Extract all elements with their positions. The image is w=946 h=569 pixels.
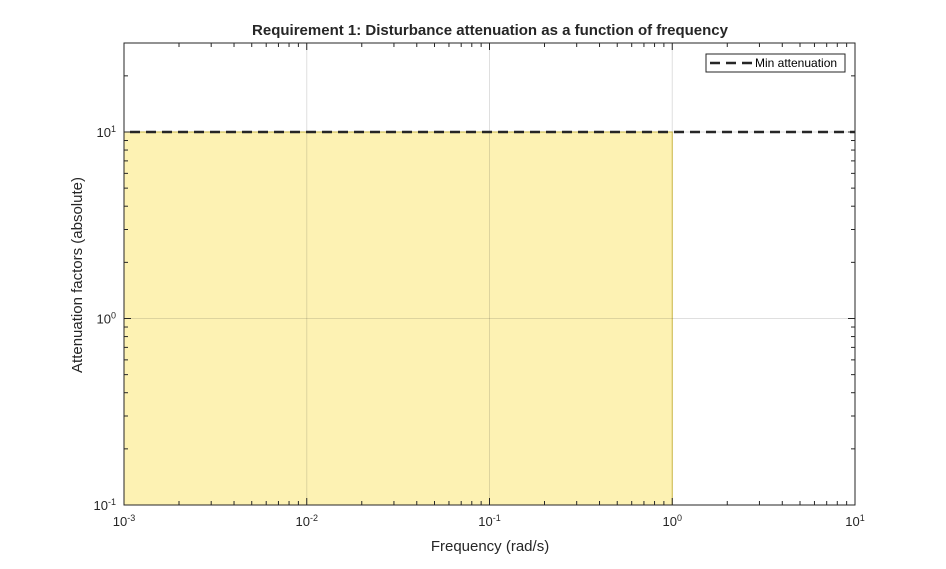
x-tick-label: 10-3 <box>113 513 135 529</box>
y-tick-labels: 10-1 100 101 <box>94 124 116 513</box>
x-tick-label: 10-2 <box>296 513 318 529</box>
requirement-shaded-region <box>123 131 673 506</box>
plot-area <box>123 42 856 506</box>
y-tick-label: 101 <box>97 124 116 140</box>
x-tick-labels: 10-3 10-2 10-1 100 101 <box>113 513 865 529</box>
legend-label-min-attenuation: Min attenuation <box>755 56 837 70</box>
x-tick-label: 100 <box>663 513 682 529</box>
x-axis-label: Frequency (rad/s) <box>431 538 549 555</box>
y-tick-label: 10-1 <box>94 497 116 513</box>
legend: Min attenuation <box>705 53 846 73</box>
chart-title: Requirement 1: Disturbance attenuation a… <box>252 22 729 39</box>
tick-marks <box>123 42 856 506</box>
y-axis-label: Attenuation factors (absolute) <box>69 177 86 373</box>
x-tick-label: 101 <box>845 513 864 529</box>
y-tick-label: 100 <box>97 310 116 326</box>
legend-box <box>705 53 846 73</box>
x-tick-label: 10-1 <box>478 513 500 529</box>
